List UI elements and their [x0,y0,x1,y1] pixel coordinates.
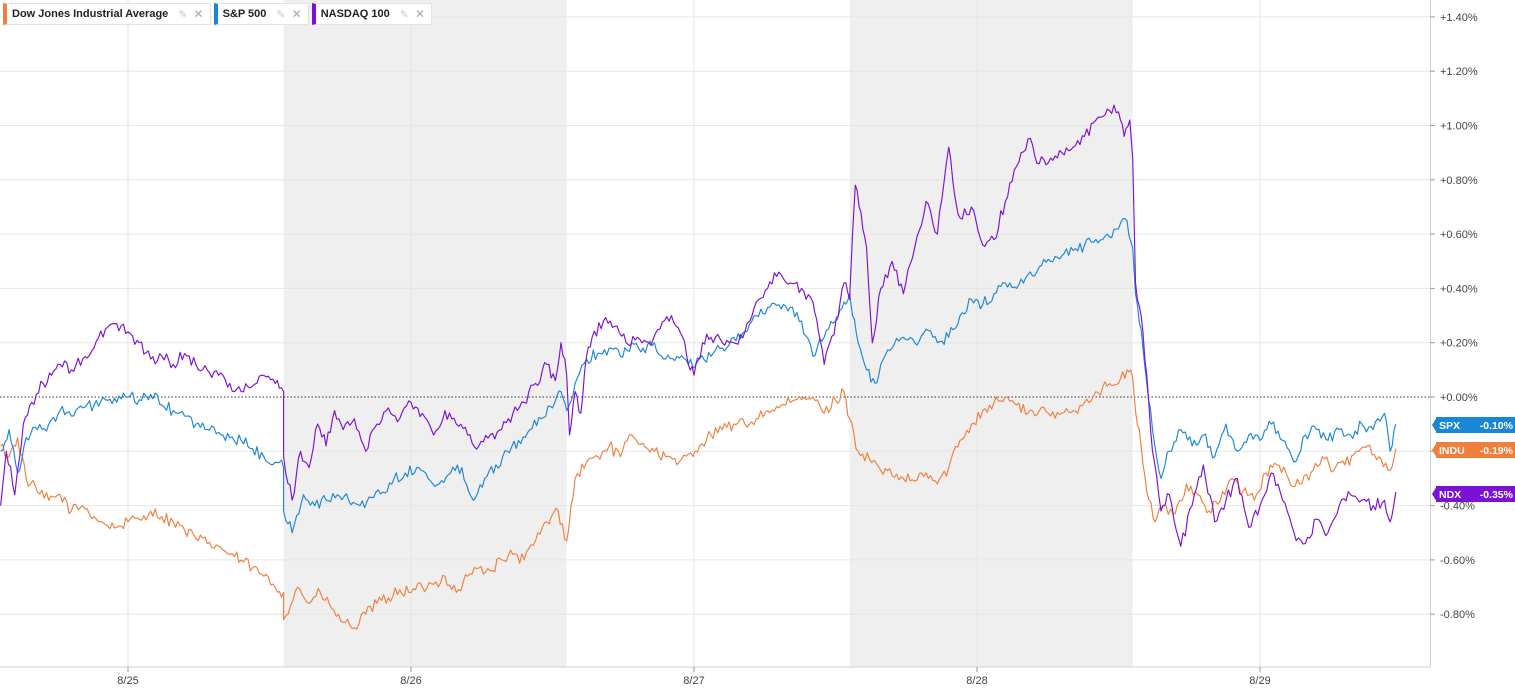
pin-icon[interactable]: ✎ [178,8,188,21]
y-tick-label: +1.20% [1440,66,1478,78]
badge-pointer [1432,486,1437,502]
badge-bg [1436,486,1515,502]
y-tick-label: -0.40% [1440,501,1475,513]
x-tick-label: 8/26 [400,675,421,687]
shaded-region [849,0,1133,667]
series-line-ndx [0,104,1397,547]
legend-label: S&P 500 [222,8,267,20]
legend: Dow Jones Industrial Average ✎ ✕ S&P 500… [3,3,433,25]
gridlines [0,0,1430,668]
badge-value: -0.35% [1480,489,1514,501]
y-tick-label: -0.80% [1440,609,1475,621]
badge-pointer [1432,417,1437,433]
legend-item-indu[interactable]: Dow Jones Industrial Average ✎ ✕ [3,3,211,25]
x-tick-label: 8/25 [117,675,138,687]
close-icon[interactable]: ✕ [193,7,204,21]
close-icon[interactable]: ✕ [291,7,302,21]
shaded-region [283,0,567,667]
last-value-badge-spx: SPX -0.10% [1432,417,1515,433]
last-value-badges: INDU -0.19% SPX -0.10% NDX -0.35% [1432,417,1515,502]
legend-item-ndx[interactable]: NASDAQ 100 ✎ ✕ [311,3,433,25]
y-tick-label: +0.40% [1440,283,1478,295]
series-line-indu [0,369,1397,630]
badge-value: -0.19% [1480,445,1514,457]
badge-symbol: SPX [1439,420,1460,432]
overnight-shading [283,0,1133,667]
badge-value: -0.10% [1480,420,1514,432]
series-line-spx [0,218,1397,534]
badge-bg [1436,442,1515,458]
legend-label: Dow Jones Industrial Average [12,8,169,20]
x-axis-ticks: 8/25 8/26 8/27 8/28 8/29 [117,667,1271,687]
y-tick-label: +0.80% [1440,175,1478,187]
badge-bg [1436,417,1515,433]
y-tick-label: +1.40% [1440,12,1478,24]
badge-symbol: INDU [1439,445,1465,457]
pin-icon[interactable]: ✎ [276,8,286,21]
y-tick-label: +1.00% [1440,121,1478,133]
series-lines [0,104,1397,630]
legend-label: NASDAQ 100 [320,8,390,20]
y-tick-label: +0.00% [1440,392,1478,404]
y-axis-ticks: +1.40% +1.20% +1.00% +0.80% +0.60% +0.40% +0.2… [1430,12,1478,621]
last-value-badge-indu: INDU -0.19% [1432,442,1515,458]
last-value-badge-ndx: NDX -0.35% [1432,486,1515,502]
y-tick-label: -0.60% [1440,555,1475,567]
legend-item-spx[interactable]: S&P 500 ✎ ✕ [213,3,309,25]
pin-icon[interactable]: ✎ [399,8,409,21]
y-tick-label: +0.20% [1440,338,1478,350]
badge-symbol: NDX [1439,489,1461,501]
x-tick-label: 8/28 [966,675,987,687]
close-icon[interactable]: ✕ [414,7,426,21]
badge-pointer [1432,442,1437,458]
y-tick-label: +0.60% [1440,229,1478,241]
x-tick-label: 8/29 [1249,675,1270,687]
x-tick-label: 8/27 [683,675,704,687]
